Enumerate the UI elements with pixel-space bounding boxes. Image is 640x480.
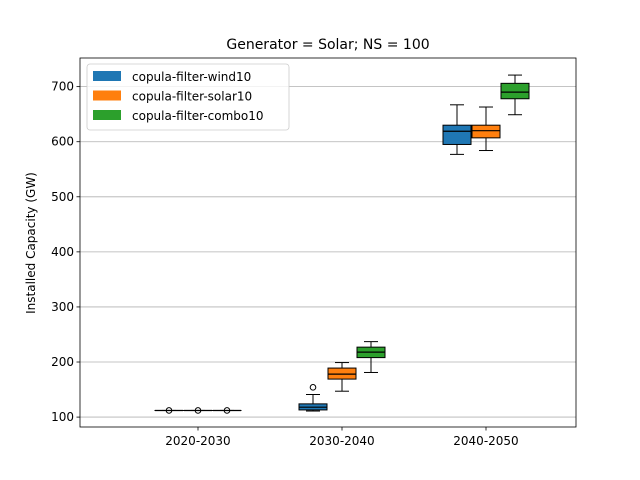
box-body: [442, 124, 472, 145]
axes: 100 200 300 400 500 600 700 2020-2030 2030-2040 2…: [51, 57, 577, 448]
box-copula-filter-combo10-2040-2050: [500, 74, 530, 116]
y-axis-label: Installed Capacity (GW): [24, 172, 38, 314]
box-body: [471, 124, 501, 139]
chart-title: Generator = Solar; NS = 100: [226, 37, 429, 53]
grid-lines: [80, 86, 576, 418]
x-tick-label: 2030-2040: [309, 434, 374, 448]
legend-label: copula-filter-wind10: [132, 70, 251, 84]
plot-area: [154, 74, 530, 414]
box-copula-filter-combo10-2020-2030: [212, 407, 242, 414]
y-tick-label: 200: [51, 355, 74, 369]
box-copula-filter-wind10-2030-2040: [298, 384, 328, 412]
y-tick-label: 100: [51, 410, 74, 424]
legend-label: copula-filter-solar10: [132, 90, 252, 104]
legend-label: copula-filter-combo10: [132, 109, 264, 123]
box-body: [500, 82, 530, 100]
outlier-point: [309, 384, 317, 391]
box-copula-filter-solar10-2030-2040: [327, 362, 357, 392]
x-tick-label: 2020-2030: [165, 434, 230, 448]
box-copula-filter-combo10-2030-2040: [356, 341, 386, 373]
y-tick-label: 500: [51, 190, 74, 204]
outlier-point: [223, 407, 231, 414]
box-copula-filter-wind10-2020-2030: [154, 407, 184, 414]
axes-frame: [79, 57, 577, 428]
box-copula-filter-wind10-2040-2050: [442, 104, 472, 155]
box-copula-filter-solar10-2020-2030: [183, 407, 213, 414]
legend: copula-filter-wind10 copula-filter-solar1…: [86, 63, 290, 131]
x-tick-label: 2040-2050: [453, 434, 518, 448]
y-tick-label: 600: [51, 135, 74, 149]
outlier-point: [165, 407, 173, 414]
y-tick-label: 700: [51, 80, 74, 94]
outlier-point: [194, 407, 202, 414]
box-copula-filter-solar10-2040-2050: [471, 106, 501, 152]
y-tick-label: 400: [51, 245, 74, 259]
y-tick-label: 300: [51, 300, 74, 314]
legend-swatch: [93, 71, 121, 81]
legend-box: [86, 63, 290, 131]
legend-swatch: [93, 90, 121, 101]
legend-swatch: [93, 110, 121, 120]
